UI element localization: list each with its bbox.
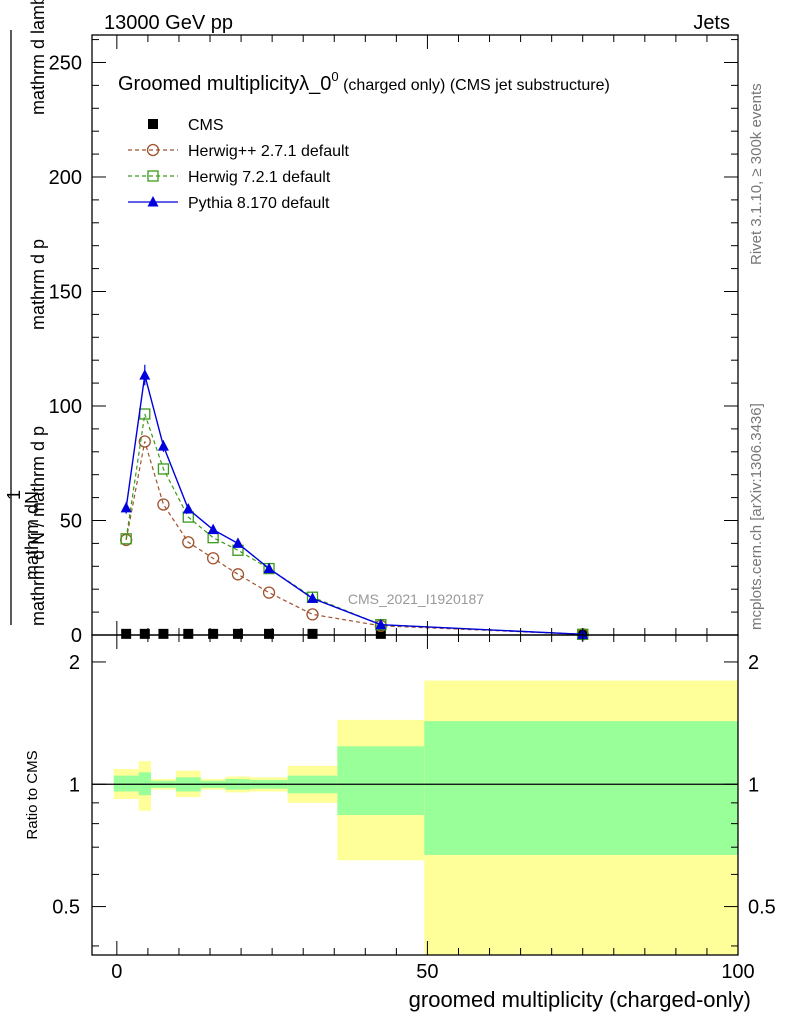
- data-point: [375, 628, 386, 639]
- legend-label: CMS: [188, 117, 224, 134]
- data-point: [262, 586, 276, 599]
- legend-label: Herwig 7.2.1 default: [188, 169, 331, 186]
- data-point: [120, 533, 132, 545]
- y-tick-label: 200: [49, 167, 82, 189]
- data-point: [182, 536, 195, 549]
- data-point: [208, 628, 219, 639]
- legend-marker: [147, 170, 159, 182]
- category-label: Jets: [693, 12, 730, 34]
- legend-marker: [146, 143, 160, 157]
- x-tick-label: 100: [721, 961, 754, 983]
- x-axis-label: groomed multiplicity (charged-only): [409, 987, 751, 1012]
- y-label-numerator-2: mathrm d p: [28, 239, 48, 330]
- data-point: [232, 537, 244, 548]
- data-point: [157, 463, 170, 475]
- energy-label: 13000 GeV pp: [104, 12, 233, 34]
- data-point: [307, 628, 318, 639]
- mcplots-note: mcplots.cern.ch [arXiv:1306.3436]: [748, 403, 765, 630]
- ratio-band-inner: [337, 746, 425, 816]
- ratio-y-label: Ratio to CMS: [24, 750, 41, 839]
- y-tick-label: 150: [49, 281, 82, 303]
- y-label-numerator-3: mathrm d lambda: [28, 0, 48, 115]
- data-point: [206, 552, 220, 565]
- x-tick-label: 50: [416, 961, 438, 983]
- main-axes: 0 50 100 150 200 250: [49, 35, 739, 647]
- legend-marker: [147, 196, 159, 207]
- y-tick-label: 0: [71, 625, 82, 647]
- data-point: [183, 628, 194, 639]
- ratio-band-inner: [113, 775, 139, 792]
- data-point: [158, 628, 169, 639]
- data-point: [264, 628, 275, 639]
- data-point: [121, 628, 132, 639]
- ratio-y-tick-label-right: 2: [748, 652, 759, 674]
- data-point: [231, 568, 245, 581]
- main-marks: [120, 364, 589, 641]
- ratio-band-inner: [424, 721, 738, 855]
- ratio-y-tick-label: 0.5: [52, 897, 80, 919]
- ratio-axes: 0 50 100 0.5 0.5 1 1 2 2: [52, 635, 776, 983]
- data-point: [138, 435, 151, 448]
- legend: CMS Herwig++ 2.7.1 default Herwig 7.2.1 de…: [128, 117, 350, 212]
- plot-title-extra: (charged only) (CMS jet substructure): [339, 77, 610, 94]
- ratio-frame: [91, 634, 739, 956]
- x-tick-label: 0: [111, 961, 122, 983]
- legend-label: Herwig++ 2.7.1 default: [188, 143, 350, 160]
- ratio-y-tick-label: 2: [69, 652, 80, 674]
- series-line: [125, 441, 583, 635]
- ratio-marks: [92, 680, 738, 955]
- data-point: [306, 608, 319, 621]
- data-point: [120, 501, 132, 513]
- plot-title-main: Groomed multiplicityλ_0: [118, 73, 331, 95]
- data-point: [207, 532, 219, 544]
- ratio-y-tick-label-right: 0.5: [748, 897, 776, 919]
- analysis-label: CMS_2021_I1920187: [348, 591, 484, 607]
- y-axis-label-top: 1 mathrm dN mathrm d p mathrm d lambda m…: [4, 0, 48, 626]
- data-point: [375, 618, 387, 630]
- data-point: [232, 628, 243, 639]
- y-label-numerator: mathrm dN: [22, 491, 42, 580]
- data-point: [139, 628, 150, 639]
- plot-title-sup: 0: [331, 69, 338, 84]
- data-point: [207, 523, 219, 535]
- series-line: [125, 374, 583, 636]
- data-point: [307, 592, 319, 603]
- data-point: [139, 369, 151, 380]
- y-label-one: 1: [4, 490, 24, 500]
- data-point: [263, 562, 275, 574]
- y-tick-label: 50: [60, 510, 82, 532]
- ratio-y-tick-label-right: 1: [748, 774, 759, 796]
- ratio-plot: 0 50 100 0.5 0.5 1 1 2 2: [52, 634, 776, 983]
- plot-title: Groomed multiplicityλ_00 (charged only) …: [118, 69, 610, 95]
- data-point: [157, 440, 169, 451]
- data-point: [157, 498, 170, 511]
- y-tick-label: 250: [49, 52, 82, 74]
- legend-marker: [148, 119, 158, 129]
- rivet-note: Rivet 3.1.10, ≥ 300k events: [748, 83, 765, 265]
- legend-label: Pythia 8.170 default: [188, 195, 330, 212]
- y-label-denominator: mathrm d N / mathrm d p: [28, 426, 48, 626]
- data-point: [182, 503, 194, 514]
- y-tick-label: 100: [49, 396, 82, 418]
- ratio-y-tick-label: 1: [69, 774, 80, 796]
